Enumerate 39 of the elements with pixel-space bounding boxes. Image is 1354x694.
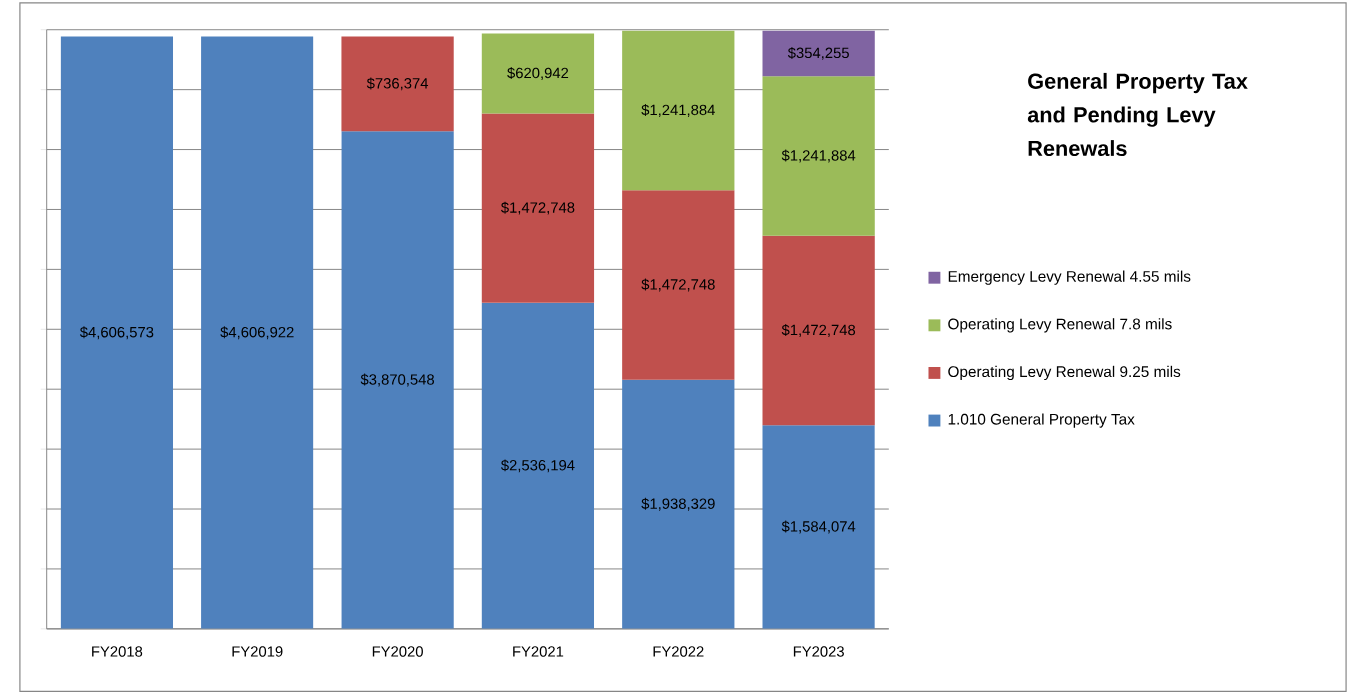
- bar: [481, 33, 595, 114]
- bar: [762, 76, 875, 236]
- bar: [622, 190, 735, 380]
- data-label: $4,606,573: [79, 326, 154, 339]
- bar: [341, 131, 454, 629]
- data-label: $354,255: [787, 46, 849, 60]
- bar: [762, 30, 875, 77]
- data-label: $1,472,748: [501, 201, 575, 215]
- data-label: $1,241,884: [781, 149, 856, 163]
- x-tick-label: FY2021: [513, 646, 564, 657]
- x-tick-label: FY2018: [92, 646, 143, 657]
- data-label: $1,584,074: [781, 520, 856, 534]
- data-label: $4,606,922: [220, 326, 294, 339]
- bar: [622, 379, 735, 629]
- data-label: $1,472,748: [641, 278, 715, 292]
- data-label: $2,536,194: [501, 459, 575, 473]
- legend-label: Operating Levy Renewal 7.8 mils: [948, 318, 1172, 333]
- x-tick-label: FY2022: [653, 646, 704, 657]
- data-label: $1,241,884: [641, 103, 715, 117]
- x-tick-label: FY2019: [232, 646, 283, 657]
- bar: [622, 30, 735, 191]
- bar: [481, 113, 595, 303]
- text: General Property Tax and Pending Levy Renewals: [1027, 72, 1248, 156]
- bar: [60, 36, 174, 629]
- data-label: $1,472,748: [781, 323, 856, 337]
- legend-label: Operating Levy Renewal 9.25 mils: [948, 365, 1181, 380]
- bar: [341, 36, 454, 132]
- x-tick-label: FY2023: [793, 646, 844, 657]
- data-label: $3,870,548: [360, 373, 435, 387]
- data-label: $1,938,329: [641, 497, 715, 511]
- x-tick-label: FY2020: [372, 646, 423, 657]
- legend-label: 1.010 General Property Tax: [948, 413, 1135, 428]
- bar: [762, 425, 875, 629]
- bar: [201, 36, 314, 629]
- bar: [481, 302, 595, 629]
- bar: [762, 235, 875, 426]
- data-label: $736,374: [366, 77, 429, 91]
- legend-label: Emergency Levy Renewal 4.55 mils: [948, 270, 1191, 285]
- data-label: $620,942: [507, 66, 569, 80]
